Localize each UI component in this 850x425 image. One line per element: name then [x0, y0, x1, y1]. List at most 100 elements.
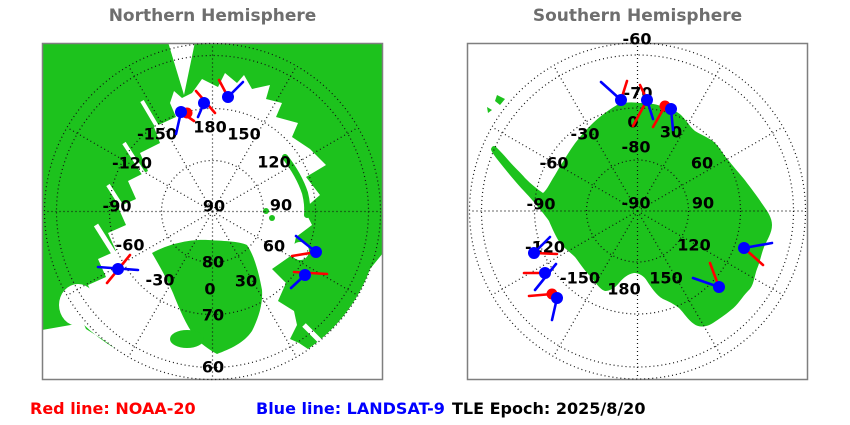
- blue-satellite-dot: [299, 269, 311, 281]
- graticule-label: -60: [116, 236, 145, 255]
- parallel-circle: [585, 159, 690, 263]
- blue-satellite-dot: [539, 267, 551, 279]
- graticule-label: -120: [112, 154, 152, 173]
- graticule-label: 0: [627, 113, 638, 132]
- graticule-label: 180: [193, 118, 226, 137]
- satellite-marker: [527, 288, 563, 322]
- graticule-label: 90: [270, 196, 292, 215]
- graticule-label: 90: [203, 197, 225, 216]
- meridian-line: [127, 65, 214, 212]
- meridian-line: [552, 65, 639, 212]
- satellite-marker: [174, 106, 196, 136]
- graticule-label: 120: [257, 153, 290, 172]
- blue-satellite-dot: [222, 91, 234, 103]
- graticule-label: 150: [227, 125, 260, 144]
- satellite-marker: [194, 89, 217, 119]
- satellite-marker: [599, 79, 629, 106]
- north-polar-map: 180 150 120 90 60 30 0 -30-60 -90 -120 -150 90 80 70 6…: [41, 42, 384, 381]
- graticule-label: 60: [263, 237, 285, 256]
- antarctica: [491, 102, 772, 327]
- blue-satellite-dot: [528, 247, 540, 259]
- meridian-line: [637, 210, 784, 296]
- satellite-marker: [289, 269, 329, 290]
- meridian-line: [66, 210, 213, 297]
- blue-satellite-dot: [551, 292, 563, 304]
- satellite-marker: [96, 253, 140, 285]
- meridian-line: [636, 65, 723, 212]
- graticule-label: -150: [560, 269, 600, 288]
- arctic-channel-1: [140, 99, 176, 157]
- graticule-label: 70: [202, 306, 224, 325]
- graticule-label: 0: [204, 280, 215, 299]
- graticule-label: -90: [622, 194, 651, 213]
- blue-satellite-dot: [615, 94, 627, 106]
- meridian-line: [637, 126, 784, 212]
- graticule-label: -90: [103, 197, 132, 216]
- greenland: [152, 239, 263, 354]
- satellite-marker: [290, 234, 322, 258]
- south-land-group: [487, 95, 772, 327]
- parallel-circle: [468, 42, 807, 380]
- meridian-line: [211, 211, 298, 358]
- blue-satellite-dot: [738, 242, 750, 254]
- graticule-label: -30: [146, 271, 175, 290]
- graticule-label: -30: [571, 125, 600, 144]
- meridian-line: [211, 65, 298, 212]
- graticule-label: -80: [622, 138, 651, 157]
- blue-satellite-dot: [641, 94, 653, 106]
- meridian-line: [636, 210, 723, 357]
- hudson-bay-water: [59, 284, 97, 326]
- graticule-label: -60: [540, 154, 569, 173]
- meridian-line: [66, 126, 213, 213]
- severnaya-zemlya-1: [263, 208, 269, 214]
- satellite-marker: [522, 262, 558, 292]
- meridian-line: [212, 126, 359, 213]
- graticule-label: 60: [202, 358, 224, 377]
- bering-strait-water: [168, 42, 195, 95]
- satellite-marker: [631, 83, 655, 128]
- parallel-circle: [43, 42, 382, 381]
- satellite-marker: [528, 235, 559, 259]
- novaya-zemlya: [282, 154, 311, 218]
- graticule-label: 180: [607, 280, 640, 299]
- legend-blue-line-label: Blue line: LANDSAT-9: [256, 399, 445, 418]
- graticule-label: 60: [691, 154, 713, 173]
- blue-satellite-dot: [310, 246, 322, 258]
- severnaya-zemlya-2: [269, 215, 275, 221]
- north-hemisphere-title: Northern Hemisphere: [108, 6, 317, 26]
- blue-satellite-dot: [198, 97, 210, 109]
- north-map-frame: [41, 42, 384, 381]
- graticule-label: 80: [202, 253, 224, 272]
- graticule-label: 30: [235, 272, 257, 291]
- graticule-label: -60: [623, 30, 652, 49]
- graticule-label: 120: [677, 236, 710, 255]
- meridian-line: [552, 210, 639, 357]
- graticule-label: -90: [527, 195, 556, 214]
- satellite-marker: [651, 100, 677, 132]
- parallel-circle: [160, 159, 265, 264]
- north-graticule-and-markers: 180 150 120 90 60 30 0 -30-60 -90 -120 -150 90 80 70 6…: [43, 42, 382, 381]
- tle-epoch-label: TLE Epoch: 2025/8/20: [452, 399, 646, 418]
- blue-satellite-dot: [665, 103, 677, 115]
- iceland: [170, 330, 204, 348]
- satellite-marker: [217, 78, 245, 103]
- blue-satellite-dot: [112, 263, 124, 275]
- south-hemisphere-title: Southern Hemisphere: [532, 6, 743, 26]
- graticule-label: 150: [649, 269, 682, 288]
- graticule-label: 90: [692, 194, 714, 213]
- baltic-water: [302, 323, 329, 350]
- meridian-line: [212, 210, 359, 297]
- arctic-channel-2: [122, 141, 162, 201]
- graticule-label: 30: [660, 123, 682, 142]
- tierra-del-fuego: [495, 95, 505, 105]
- blue-satellite-dot: [175, 106, 187, 118]
- south-island-speck: [487, 107, 492, 113]
- meridian-line: [127, 211, 214, 358]
- south-map-frame: [466, 42, 809, 381]
- satellite-marker: [691, 261, 725, 293]
- parallel-circle: [533, 107, 742, 315]
- satellite-marker: [738, 241, 774, 267]
- graticule-label: -150: [137, 125, 177, 144]
